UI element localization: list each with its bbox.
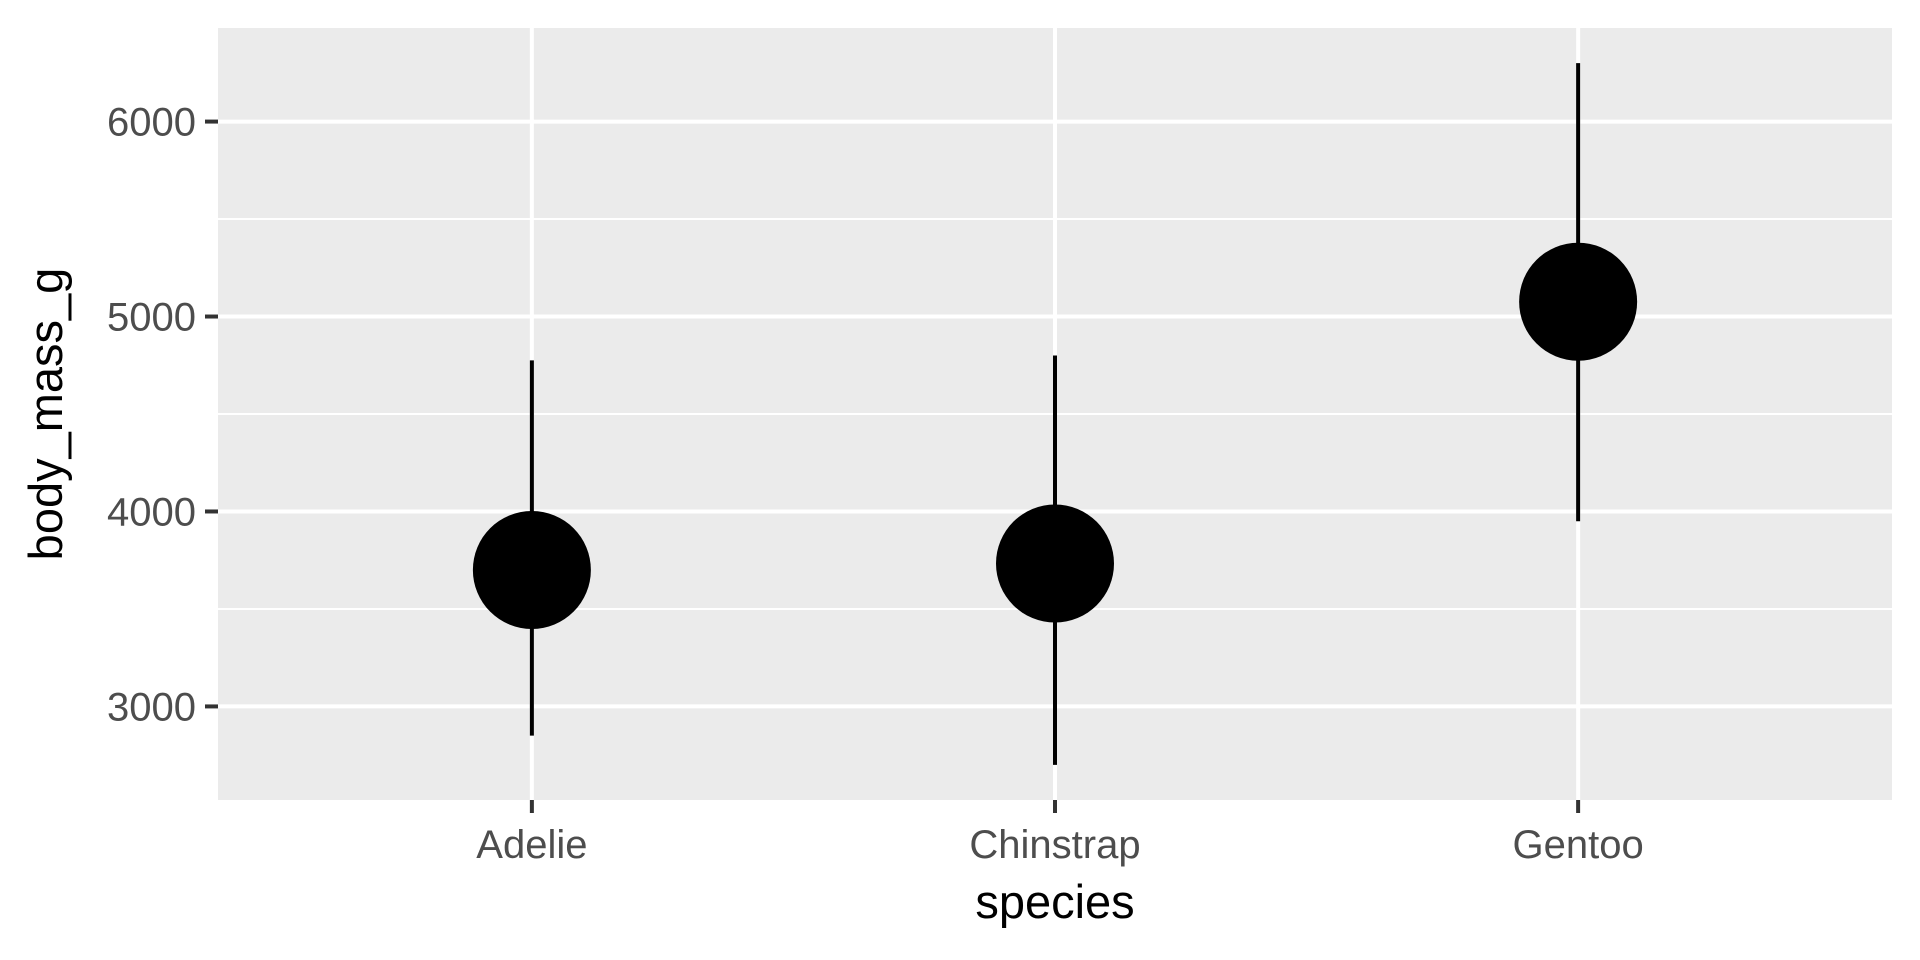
mean-point-adelie <box>472 510 591 629</box>
x-axis-title: species <box>975 875 1134 928</box>
x-tick-label-chinstrap: Chinstrap <box>969 823 1140 867</box>
y-tick-label-3000: 3000 <box>107 685 196 729</box>
x-tick-label-adelie: Adelie <box>476 823 587 867</box>
y-tick-label-6000: 6000 <box>107 101 196 145</box>
x-tick-label-gentoo: Gentoo <box>1513 823 1644 867</box>
y-axis-title: body_mass_g <box>19 268 72 561</box>
y-tick-label-4000: 4000 <box>107 490 196 534</box>
y-tick-label-5000: 5000 <box>107 296 196 340</box>
mean-point-gentoo <box>1519 242 1638 361</box>
mean-point-chinstrap <box>996 504 1114 623</box>
